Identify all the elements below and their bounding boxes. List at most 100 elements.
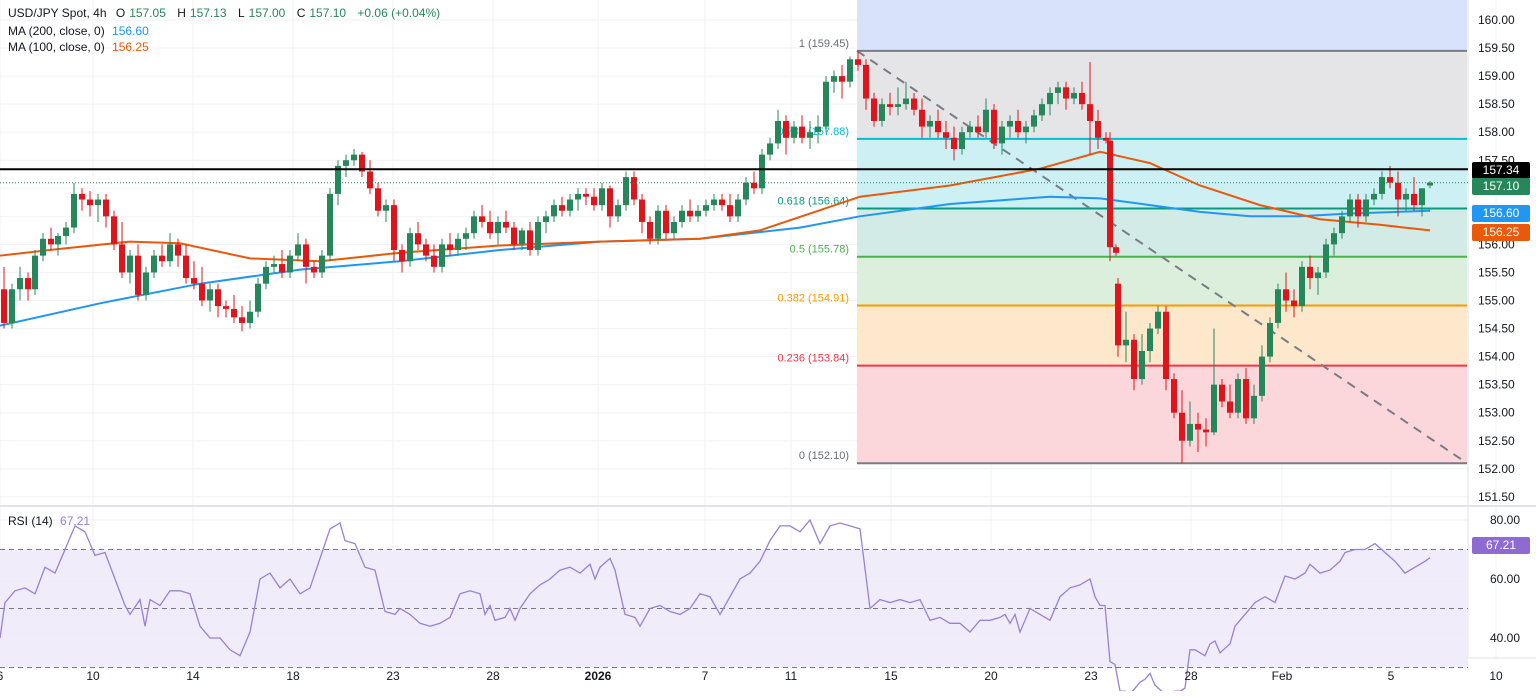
fibonacci-retracement[interactable]: 1 (159.45)0.786 (157.88)0.618 (156.64)0.… xyxy=(777,0,1468,465)
candle-body xyxy=(1087,104,1093,121)
candle-body xyxy=(423,244,429,256)
candle-body xyxy=(303,244,309,267)
candle-body xyxy=(951,137,957,150)
candle-body xyxy=(239,317,245,323)
candle-body xyxy=(895,104,901,107)
candle-body xyxy=(343,160,349,166)
candle-body xyxy=(623,177,629,206)
candlestick-series xyxy=(1,50,1433,464)
candle-body xyxy=(503,221,509,228)
time-axis-label: 5 xyxy=(1388,669,1395,683)
candle-body xyxy=(111,216,117,245)
candle-body xyxy=(103,199,109,217)
ohlc-low: L 157.00 xyxy=(237,6,286,20)
candle-body xyxy=(1007,120,1013,127)
candle-body xyxy=(367,171,373,189)
candle-body xyxy=(999,126,1005,144)
candle-body xyxy=(687,210,693,217)
candle-body xyxy=(431,255,437,267)
candle-body xyxy=(1307,266,1313,279)
price-change: +0.06 (+0.04%) xyxy=(357,6,441,20)
candle-body xyxy=(167,244,173,262)
price-axis-label: 153.50 xyxy=(1478,378,1515,392)
price-axis-label: 158.00 xyxy=(1478,125,1515,139)
candle-body xyxy=(32,255,38,290)
rsi-legend[interactable]: RSI (14) 67.21 xyxy=(8,514,94,528)
candle-body xyxy=(607,188,613,217)
time-axis-label: 28 xyxy=(1184,669,1198,683)
candle-body xyxy=(719,199,725,206)
ma100-legend[interactable]: MA (100, close, 0) 156.25 xyxy=(8,40,153,54)
candle-body xyxy=(1227,401,1233,413)
candle-body xyxy=(247,311,253,323)
candle-body xyxy=(1251,395,1257,419)
candle-body xyxy=(391,205,397,251)
candle-body xyxy=(783,120,789,138)
rsi-value: 67.21 xyxy=(60,514,91,528)
time-axis-label: 6 xyxy=(0,669,4,683)
ohlc-open: O 157.05 xyxy=(115,6,166,20)
candle-body xyxy=(527,230,533,251)
time-axis-label: 23 xyxy=(386,669,400,683)
candle-body xyxy=(1371,193,1377,200)
symbol-title[interactable]: USD/JPY Spot, 4h xyxy=(8,6,107,20)
candle-body xyxy=(359,154,365,172)
time-axis-label: 18 xyxy=(286,669,300,683)
moving-averages xyxy=(0,150,1431,327)
rsi-line xyxy=(0,518,1431,696)
candle-body xyxy=(903,98,909,105)
candle-body xyxy=(215,289,221,307)
fib-label-0.236: 0.236 (153.84) xyxy=(777,353,849,365)
price-axis-label: 159.00 xyxy=(1478,69,1515,83)
candle-body xyxy=(143,272,149,295)
candle-body xyxy=(199,283,205,301)
candle-body xyxy=(1155,311,1161,329)
candle-body xyxy=(263,266,269,284)
candle-body xyxy=(1063,87,1069,99)
candle-body xyxy=(1015,120,1021,133)
candle-body xyxy=(639,199,645,222)
candle-body xyxy=(831,76,837,82)
candle-body xyxy=(983,109,989,133)
candle-body xyxy=(615,205,621,217)
ma100-value: 156.25 xyxy=(112,40,149,54)
candle-body xyxy=(1139,350,1145,380)
fib-label-0.618: 0.618 (156.64) xyxy=(777,195,849,207)
candle-body xyxy=(775,120,781,144)
candle-body xyxy=(751,182,757,189)
candle-body xyxy=(855,59,861,65)
candle-body xyxy=(447,244,453,251)
candle-body xyxy=(511,227,517,245)
rsi-value-badge: 67.21 xyxy=(1472,537,1530,554)
candle-body xyxy=(975,126,981,133)
candle-body xyxy=(471,216,477,234)
candle-body xyxy=(1095,120,1101,138)
candle-body xyxy=(599,188,605,206)
candle-body xyxy=(383,205,389,211)
candle-body xyxy=(17,278,23,290)
candle-body xyxy=(1347,199,1353,217)
candle-body xyxy=(1243,379,1249,419)
candle-body xyxy=(1115,283,1121,346)
price-axis-label: 155.50 xyxy=(1478,265,1515,279)
candle-body xyxy=(1283,289,1289,301)
candle-body xyxy=(1103,137,1109,141)
candle-body xyxy=(823,81,829,127)
time-axis-label: 2026 xyxy=(585,669,612,683)
candle-body xyxy=(439,244,445,267)
candle-body xyxy=(1427,182,1433,186)
fib-zone-0.618 xyxy=(857,208,1467,257)
candle-body xyxy=(271,264,277,267)
ma100-label: MA (100, close, 0) xyxy=(8,40,105,54)
candle-body xyxy=(1203,429,1209,433)
candle-body xyxy=(1363,199,1369,217)
candle-body xyxy=(463,233,469,239)
candle-body xyxy=(663,210,669,234)
candle-body xyxy=(1171,379,1177,413)
time-axis-label: 11 xyxy=(785,669,798,683)
candle-body xyxy=(327,193,333,256)
ma200-legend[interactable]: MA (200, close, 0) 156.60 xyxy=(8,24,153,38)
ma100-line xyxy=(0,150,1431,263)
